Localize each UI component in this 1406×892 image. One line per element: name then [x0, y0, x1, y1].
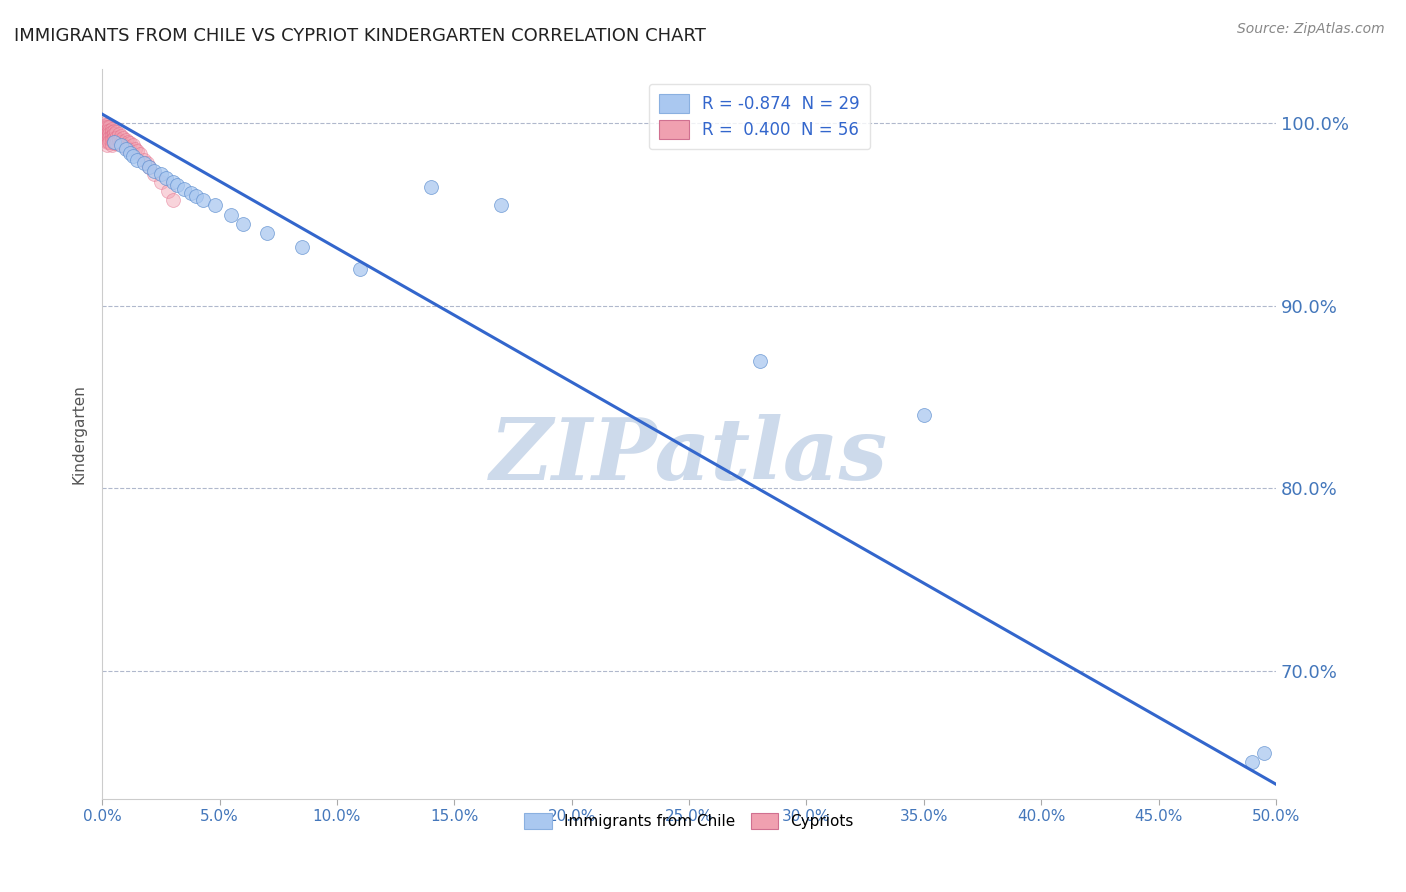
- Point: [256, 226, 278, 240]
- Text: Source: ZipAtlas.com: Source: ZipAtlas.com: [1237, 22, 1385, 37]
- Point: [114, 133, 136, 147]
- Point: [156, 184, 179, 198]
- Point: [107, 128, 129, 142]
- Point: [117, 135, 139, 149]
- Point: [110, 138, 132, 153]
- Point: [221, 208, 243, 222]
- Point: [93, 121, 115, 136]
- Point: [912, 409, 935, 423]
- Point: [96, 138, 118, 153]
- Point: [98, 120, 121, 134]
- Point: [127, 153, 149, 167]
- Point: [134, 153, 156, 167]
- Point: [103, 128, 125, 142]
- Point: [149, 175, 172, 189]
- Point: [166, 178, 188, 193]
- Point: [120, 145, 142, 160]
- Point: [93, 123, 115, 137]
- Point: [96, 120, 118, 134]
- Point: [105, 136, 128, 151]
- Point: [103, 123, 125, 137]
- Point: [103, 136, 125, 151]
- Point: [98, 123, 121, 137]
- Point: [107, 133, 129, 147]
- Point: [142, 163, 165, 178]
- Point: [120, 136, 142, 151]
- Point: [112, 138, 135, 153]
- Point: [100, 125, 122, 139]
- Point: [204, 198, 226, 212]
- Point: [748, 353, 770, 368]
- Point: [110, 129, 132, 144]
- Text: IMMIGRANTS FROM CHILE VS CYPRIOT KINDERGARTEN CORRELATION CHART: IMMIGRANTS FROM CHILE VS CYPRIOT KINDERG…: [14, 27, 706, 45]
- Point: [112, 131, 135, 145]
- Point: [117, 142, 139, 156]
- Point: [103, 135, 125, 149]
- Point: [419, 180, 441, 194]
- Point: [100, 129, 122, 144]
- Y-axis label: Kindergarten: Kindergarten: [72, 384, 86, 483]
- Point: [98, 128, 121, 142]
- Point: [100, 121, 122, 136]
- Point: [93, 128, 115, 142]
- Legend: Immigrants from Chile, Cypriots: Immigrants from Chile, Cypriots: [519, 806, 860, 835]
- Point: [96, 135, 118, 149]
- Point: [93, 129, 115, 144]
- Point: [291, 240, 314, 254]
- Point: [100, 138, 122, 153]
- Point: [93, 116, 115, 130]
- Point: [135, 156, 157, 170]
- Point: [103, 131, 125, 145]
- Point: [162, 193, 184, 207]
- Point: [349, 262, 371, 277]
- Text: ZIPatlas: ZIPatlas: [491, 414, 889, 498]
- Point: [142, 168, 165, 182]
- Point: [155, 171, 177, 186]
- Point: [173, 182, 195, 196]
- Point: [93, 133, 115, 147]
- Point: [191, 193, 214, 207]
- Point: [98, 131, 121, 145]
- Point: [96, 118, 118, 132]
- Point: [232, 217, 254, 231]
- Point: [121, 138, 143, 153]
- Point: [96, 128, 118, 142]
- Point: [149, 168, 172, 182]
- Point: [105, 125, 128, 139]
- Point: [124, 142, 146, 156]
- Point: [98, 135, 121, 149]
- Point: [121, 149, 143, 163]
- Point: [93, 125, 115, 139]
- Point: [134, 156, 156, 170]
- Point: [93, 131, 115, 145]
- Point: [1253, 746, 1275, 760]
- Point: [105, 131, 128, 145]
- Point: [93, 118, 115, 132]
- Point: [100, 133, 122, 147]
- Point: [127, 144, 149, 158]
- Point: [128, 147, 150, 161]
- Point: [138, 160, 160, 174]
- Point: [93, 120, 115, 134]
- Point: [114, 140, 136, 154]
- Point: [96, 131, 118, 145]
- Point: [110, 135, 132, 149]
- Point: [491, 198, 513, 212]
- Point: [1241, 756, 1264, 770]
- Point: [114, 142, 136, 156]
- Point: [96, 123, 118, 137]
- Point: [184, 189, 207, 203]
- Point: [162, 175, 184, 189]
- Point: [138, 160, 160, 174]
- Point: [180, 186, 202, 200]
